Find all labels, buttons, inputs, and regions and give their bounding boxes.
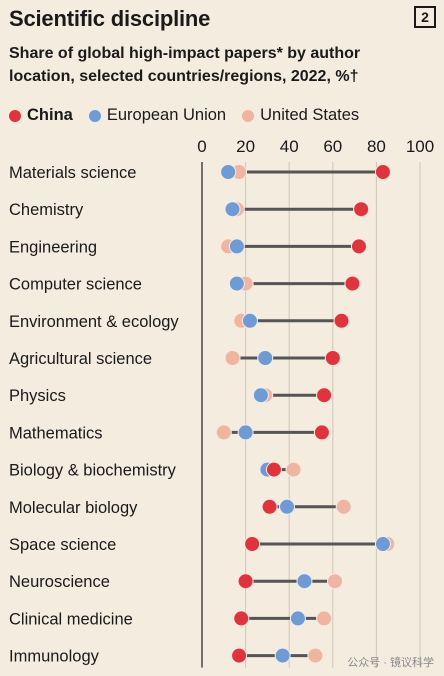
- eu-dot: [220, 164, 237, 180]
- china-dot: [237, 573, 254, 590]
- eu-dot: [279, 498, 296, 515]
- us-dot: [215, 424, 232, 441]
- legend: China European Union United States: [9, 106, 375, 125]
- category-label: Physics: [9, 387, 66, 405]
- eu-dot: [289, 610, 306, 627]
- x-tick-label: 40: [280, 138, 299, 156]
- eu-dot: [237, 424, 254, 441]
- category-label: Materials science: [9, 164, 136, 182]
- dot-plot: 0 20 40 60 80 100 Materials science Chemistry En…: [9, 138, 434, 668]
- eu-dot: [252, 387, 269, 404]
- eu-dot: [274, 647, 291, 664]
- category-label: Computer science: [9, 276, 142, 294]
- eu-dot: [228, 238, 245, 255]
- legend-label-china: China: [27, 106, 73, 124]
- china-dot: [350, 238, 367, 255]
- china-dot: [344, 275, 361, 292]
- china-dot: [374, 164, 391, 180]
- eu-dot: [224, 201, 241, 218]
- category-label: Biology & biochemistry: [9, 462, 177, 480]
- eu-dot: [257, 350, 274, 366]
- eu-dot: [228, 275, 245, 292]
- category-label: Chemistry: [9, 201, 84, 219]
- watermark-text: 公众号 · 镜议科学: [347, 657, 434, 669]
- us-dot: [335, 498, 352, 515]
- category-label: Environment & ecology: [9, 313, 179, 331]
- china-dot: [333, 312, 350, 329]
- category-label: Space science: [9, 536, 116, 554]
- china-dot: [316, 387, 333, 404]
- legend-item-us: United States: [242, 106, 359, 125]
- x-tick-label: 80: [367, 138, 386, 156]
- legend-label-eu: European Union: [106, 106, 227, 124]
- china-dot: [233, 610, 250, 627]
- legend-label-us: United States: [260, 106, 360, 124]
- china-dot: [265, 461, 282, 478]
- china-dot: [231, 647, 248, 664]
- category-label: Immunology: [9, 648, 100, 666]
- chart-subtitle: Share of global high-impact papers* by a…: [9, 45, 361, 85]
- legend-item-china: China: [9, 106, 73, 125]
- category-label: Mathematics: [9, 424, 103, 442]
- eu-dot: [374, 536, 391, 552]
- category-label: Clinical medicine: [9, 610, 133, 628]
- legend-swatch-eu: [88, 109, 101, 122]
- us-dot: [307, 647, 324, 664]
- china-dot: [313, 424, 330, 441]
- category-label: Neuroscience: [9, 573, 110, 591]
- china-dot: [261, 498, 278, 515]
- us-dot: [316, 610, 333, 627]
- legend-item-eu: European Union: [88, 106, 227, 125]
- x-tick-label: 20: [236, 138, 255, 156]
- china-dot: [324, 350, 341, 366]
- us-dot: [326, 573, 343, 590]
- x-tick-label: 0: [197, 138, 206, 156]
- us-dot: [285, 461, 302, 478]
- category-label: Molecular biology: [9, 499, 138, 517]
- legend-swatch-china: [9, 109, 21, 122]
- us-dot: [224, 350, 241, 366]
- category-label: Engineering: [9, 238, 97, 256]
- x-tick-label: 60: [323, 138, 342, 156]
- x-tick-label: 100: [406, 138, 434, 156]
- category-label: Agricultural science: [9, 350, 152, 368]
- chart-number-badge: 2: [414, 6, 436, 28]
- china-dot: [244, 536, 261, 552]
- eu-dot: [296, 573, 313, 590]
- legend-swatch-us: [242, 109, 255, 122]
- china-dot: [353, 201, 370, 218]
- chart-title: Scientific discipline: [9, 6, 211, 31]
- eu-dot: [241, 312, 258, 329]
